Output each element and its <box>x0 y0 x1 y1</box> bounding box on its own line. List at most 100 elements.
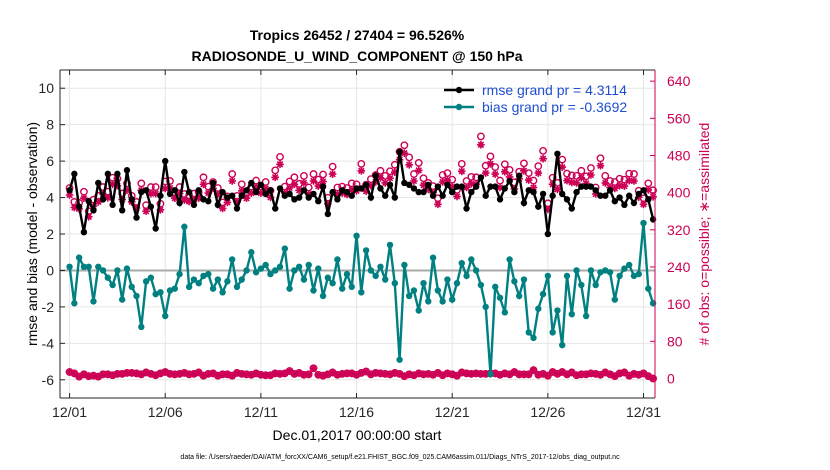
rmse-point <box>549 192 556 199</box>
bias-point <box>362 247 370 254</box>
obs-assimilated-marker <box>505 173 514 181</box>
rmse-point <box>425 181 432 188</box>
rmse-point <box>209 179 217 187</box>
bias-point <box>463 272 470 280</box>
obs-assimilated-marker <box>127 369 136 377</box>
bias-point <box>109 281 116 289</box>
obs-possible-marker <box>486 152 495 161</box>
bias-point <box>142 278 150 285</box>
bias-point <box>506 256 513 263</box>
rmse-point <box>118 207 126 214</box>
obs-possible-marker <box>438 171 447 179</box>
bias-point <box>329 280 336 287</box>
obs-assimilated-marker <box>443 176 452 184</box>
obs-assimilated-marker <box>453 371 461 380</box>
bias-point <box>66 263 73 270</box>
obs-assimilated-marker <box>104 370 112 379</box>
rmse-point <box>343 188 351 196</box>
obs-assimilated-marker <box>151 371 160 379</box>
obs-assimilated-marker <box>639 200 648 209</box>
bias-point <box>224 278 231 285</box>
obs-assimilated-marker <box>553 370 562 378</box>
rmse-point <box>511 188 518 196</box>
rmse-point <box>559 190 566 198</box>
rmse-point <box>104 170 112 178</box>
rmse-point <box>214 201 222 209</box>
rmse-point <box>348 192 355 199</box>
rmse-point <box>520 199 528 207</box>
bias-point <box>544 272 552 280</box>
obs-assimilated-marker <box>391 369 399 377</box>
obs-assimilated-marker <box>587 369 595 378</box>
bias-point <box>405 292 413 300</box>
rmse-point <box>535 203 542 210</box>
obs-assimilated-marker <box>352 371 361 379</box>
rmse-point <box>272 205 279 212</box>
obs-assimilated-marker <box>290 180 299 189</box>
rmse-point <box>162 157 169 165</box>
obs-assimilated-marker <box>496 183 504 192</box>
bias-point <box>162 312 169 320</box>
obs-assimilated-marker <box>333 371 342 379</box>
bias-point <box>257 265 265 272</box>
bias-point <box>262 261 269 269</box>
obs-assimilated-marker <box>266 193 275 202</box>
obs-assimilated-marker <box>424 185 433 194</box>
rmse-point <box>515 172 523 179</box>
obs-assimilated-marker <box>424 370 433 378</box>
legend-bias-label: bias grand pr = -0.3692 <box>482 99 627 115</box>
obs-assimilated-marker <box>94 372 103 381</box>
obs-assimilated-marker <box>194 368 203 377</box>
rmse-point <box>592 187 599 194</box>
obs-assimilated-marker <box>448 370 456 379</box>
bias-point <box>501 309 509 316</box>
obs-assimilated-marker <box>625 371 633 380</box>
obs-assimilated-marker <box>630 177 638 185</box>
y-tick-label-left: 6 <box>46 153 54 169</box>
rmse-point <box>286 190 293 198</box>
bias-point <box>315 265 322 272</box>
obs-assimilated-marker <box>400 149 409 157</box>
obs-assimilated-marker <box>458 167 466 176</box>
bias-point <box>281 245 288 252</box>
obs-assimilated-marker <box>481 169 490 177</box>
obs-assimilated-marker <box>238 370 246 378</box>
y-tick-label-right: 640 <box>667 73 691 89</box>
obs-assimilated-marker <box>156 206 165 214</box>
obs-assimilated-marker <box>491 369 499 378</box>
rmse-point <box>75 203 83 210</box>
obs-assimilated-marker <box>376 369 385 378</box>
obs-assimilated-marker <box>218 204 227 213</box>
obs-assimilated-marker <box>65 191 74 199</box>
obs-assimilated-marker <box>142 368 150 377</box>
obs-assimilated-marker <box>113 181 122 190</box>
x-tick-label: 12/01 <box>52 404 87 420</box>
bias-point <box>90 298 97 305</box>
obs-assimilated-marker <box>242 370 251 379</box>
x-axis-label: Dec.01,2017 00:00:00 start <box>273 427 442 443</box>
obs-assimilated-marker <box>309 364 318 373</box>
obs-assimilated-marker <box>70 203 79 212</box>
x-tick-label: 12/21 <box>435 404 470 420</box>
rmse-point <box>429 192 437 199</box>
obs-assimilated-marker <box>314 371 323 379</box>
x-tick-label: 12/06 <box>148 404 183 420</box>
chart-title-line2: RADIOSONDE_U_WIND_COMPONENT @ 150 hPa <box>191 48 522 64</box>
obs-assimilated-marker <box>314 182 323 190</box>
rmse-point <box>324 210 332 218</box>
bias-point <box>420 280 427 287</box>
bias-point <box>367 267 375 274</box>
obs-assimilated-marker <box>615 181 624 190</box>
obs-assimilated-marker <box>639 369 648 378</box>
bias-point <box>592 281 599 289</box>
bias-point <box>295 263 303 270</box>
obs-assimilated-marker <box>563 370 571 379</box>
bias-point <box>377 263 384 270</box>
bias-point <box>391 280 399 287</box>
obs-assimilated-marker <box>180 196 189 204</box>
obs-assimilated-marker <box>367 181 375 190</box>
obs-assimilated-marker <box>563 176 571 185</box>
obs-assimilated-marker <box>501 167 509 176</box>
obs-assimilated-marker <box>386 370 394 379</box>
obs-assimilated-marker <box>343 369 351 378</box>
